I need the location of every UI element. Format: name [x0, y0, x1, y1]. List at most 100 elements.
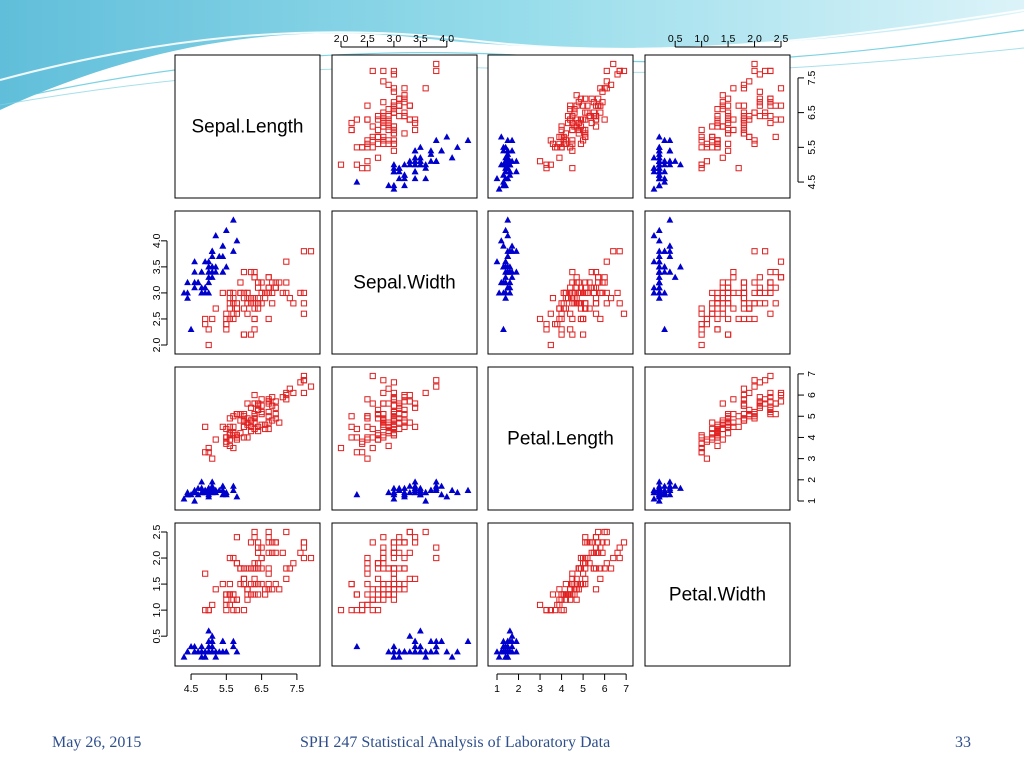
panel-frame — [644, 54, 791, 199]
data-point — [714, 432, 721, 439]
data-point — [582, 133, 589, 141]
data-point — [756, 71, 763, 78]
data-point — [601, 116, 608, 123]
data-point — [380, 580, 387, 588]
data-point — [500, 263, 507, 270]
data-point — [290, 300, 297, 307]
data-point — [198, 488, 206, 496]
data-point — [698, 440, 705, 447]
data-point — [751, 408, 758, 416]
data-point — [767, 404, 774, 411]
data-point — [205, 648, 213, 655]
data-point — [283, 396, 290, 403]
data-point — [198, 289, 206, 296]
data-point — [552, 321, 559, 328]
data-point — [767, 394, 774, 401]
panel-sepal-width-vs-petal-width — [644, 210, 791, 355]
data-point — [251, 391, 258, 399]
data-point — [698, 161, 705, 168]
data-point — [265, 413, 272, 420]
data-point — [258, 421, 265, 428]
top-axis-petal-width: 0.5 1.0 1.5 2.0 2.5 — [668, 33, 788, 48]
data-point — [395, 168, 403, 175]
data-point — [300, 389, 308, 397]
data-point — [191, 488, 198, 496]
data-point — [226, 289, 233, 297]
data-point — [508, 273, 516, 280]
data-point — [395, 648, 403, 655]
data-point — [709, 123, 716, 130]
footer-course-title: SPH 247 Statistical Analysis of Laborato… — [300, 734, 611, 751]
data-point — [269, 300, 276, 307]
data-point — [740, 102, 748, 109]
data-point — [353, 607, 360, 614]
data-point — [380, 377, 387, 384]
data-point — [560, 607, 567, 614]
data-point — [698, 137, 705, 144]
data-point — [406, 549, 413, 556]
data-point — [269, 549, 276, 556]
data-point — [547, 607, 554, 614]
data-point — [390, 642, 398, 650]
data-point — [411, 575, 419, 582]
data-point — [254, 580, 262, 588]
data-point — [262, 289, 269, 297]
data-point — [454, 648, 461, 655]
data-point — [677, 161, 684, 168]
data-point — [237, 565, 244, 572]
data-point — [422, 648, 430, 655]
data-point — [661, 247, 668, 254]
data-point — [666, 247, 674, 254]
data-point — [762, 248, 769, 255]
data-point — [560, 591, 567, 598]
data-point — [244, 421, 251, 428]
data-point — [433, 67, 440, 75]
data-point — [512, 168, 520, 175]
data-point — [567, 144, 574, 151]
data-point — [219, 482, 227, 489]
tick-label: 5 — [580, 683, 586, 695]
data-point — [595, 102, 602, 109]
data-point — [500, 637, 507, 644]
data-point — [230, 300, 237, 307]
data-point — [198, 484, 206, 491]
data-point — [698, 165, 705, 172]
data-point — [396, 580, 403, 588]
data-point — [573, 596, 580, 603]
data-point — [390, 123, 398, 130]
data-point — [433, 554, 440, 562]
data-point — [560, 137, 567, 144]
data-point — [655, 488, 663, 496]
data-point — [661, 488, 668, 496]
data-point — [374, 411, 382, 418]
data-point — [558, 123, 565, 130]
data-point — [401, 554, 408, 562]
data-point — [730, 289, 737, 297]
data-point — [767, 95, 774, 102]
data-point — [740, 81, 748, 88]
data-point — [191, 648, 198, 655]
data-point — [588, 549, 595, 556]
data-point — [500, 181, 507, 189]
data-point — [740, 411, 748, 418]
tick-label: 2.5 — [151, 312, 163, 327]
data-point — [254, 544, 262, 551]
data-point — [588, 95, 595, 102]
data-point — [300, 372, 308, 380]
data-point — [719, 106, 726, 113]
data-point — [433, 60, 440, 68]
data-point — [390, 488, 398, 496]
data-point — [233, 596, 241, 603]
data-point — [714, 112, 721, 120]
data-point — [359, 440, 366, 447]
data-point — [180, 495, 188, 502]
data-point — [258, 554, 265, 562]
data-point — [571, 586, 578, 593]
data-point — [582, 130, 589, 137]
data-point — [502, 653, 510, 660]
data-point — [390, 181, 398, 189]
data-point — [677, 484, 684, 491]
data-point — [655, 161, 663, 168]
data-point — [240, 607, 248, 614]
data-point — [493, 648, 501, 655]
